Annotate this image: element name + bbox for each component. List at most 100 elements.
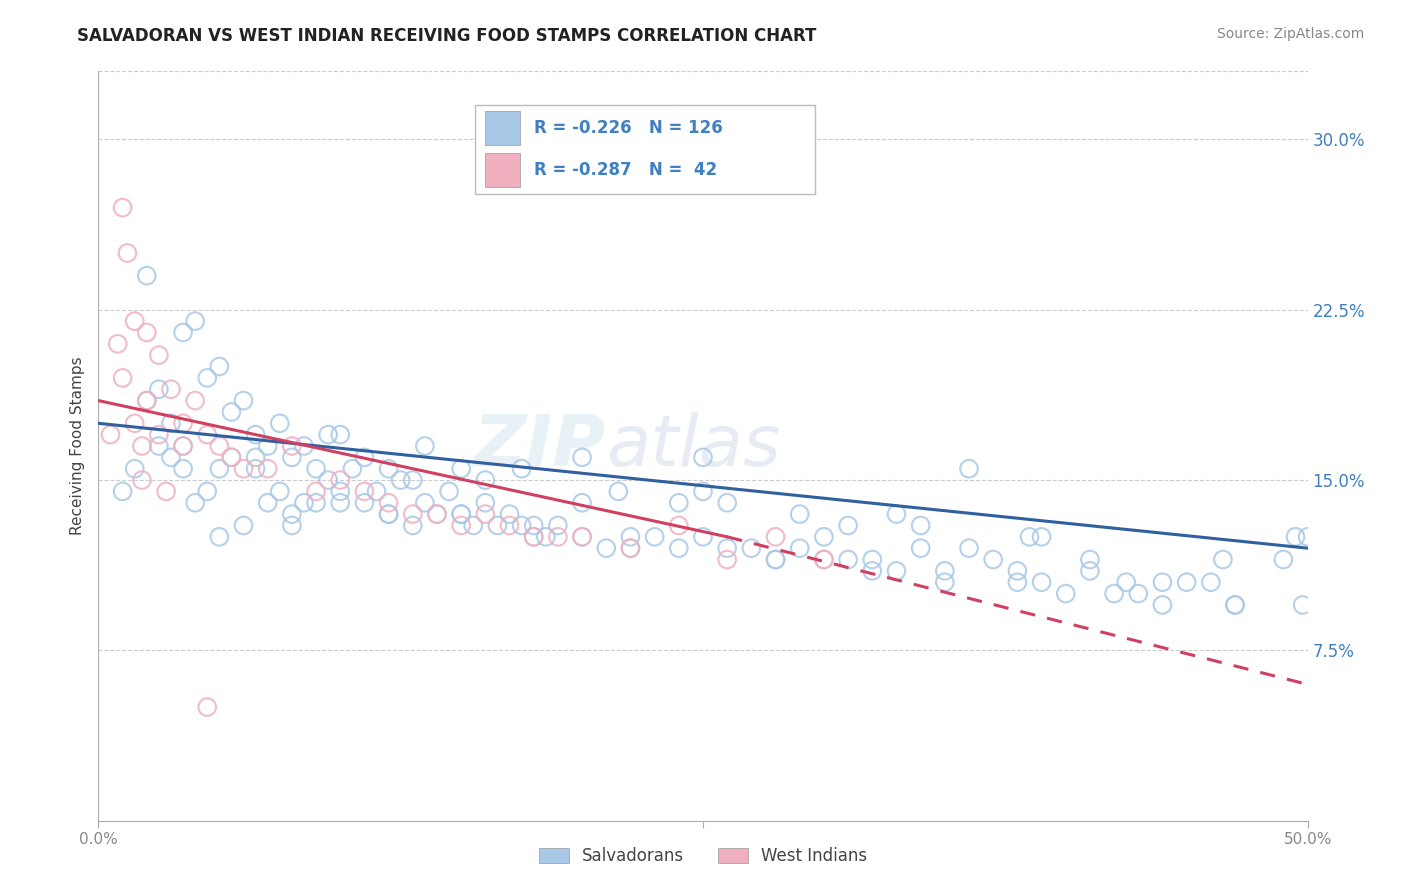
Point [377, 507, 399, 521]
Text: R = -0.287   N =  42: R = -0.287 N = 42 [534, 161, 717, 179]
Point [124, 314, 146, 328]
Point [160, 417, 183, 431]
Point [377, 496, 399, 510]
Point [148, 439, 170, 453]
Point [474, 507, 496, 521]
Point [402, 473, 425, 487]
Point [716, 552, 738, 566]
Legend: Salvadorans, West Indians: Salvadorans, West Indians [538, 847, 868, 864]
Point [184, 496, 207, 510]
Text: R = -0.226   N = 126: R = -0.226 N = 126 [534, 119, 723, 136]
Point [413, 439, 436, 453]
Point [111, 484, 134, 499]
Point [353, 450, 375, 465]
Point [1031, 530, 1053, 544]
Point [837, 518, 859, 533]
Point [184, 314, 207, 328]
Point [1018, 530, 1040, 544]
Point [957, 541, 980, 556]
Point [329, 473, 352, 487]
Point [281, 507, 304, 521]
Point [389, 473, 412, 487]
Point [934, 575, 956, 590]
Point [1078, 564, 1101, 578]
Point [292, 496, 315, 510]
Point [135, 393, 157, 408]
Y-axis label: Receiving Food Stamps: Receiving Food Stamps [69, 357, 84, 535]
Point [208, 439, 231, 453]
Point [135, 393, 157, 408]
Point [172, 439, 194, 453]
Point [281, 450, 304, 465]
Point [450, 461, 472, 475]
Point [111, 201, 134, 215]
Point [269, 417, 291, 431]
Point [619, 541, 641, 556]
Point [353, 484, 375, 499]
Point [316, 427, 339, 442]
Point [510, 461, 533, 475]
Point [571, 496, 593, 510]
Point [172, 417, 194, 431]
Point [486, 518, 509, 533]
Point [534, 530, 557, 544]
Point [155, 484, 177, 499]
Point [148, 382, 170, 396]
Point [692, 450, 714, 465]
Point [117, 246, 139, 260]
Point [523, 530, 546, 544]
Point [232, 393, 254, 408]
Point [910, 518, 932, 533]
Point [668, 496, 690, 510]
Point [316, 473, 339, 487]
Point [740, 541, 762, 556]
Point [245, 450, 267, 465]
Point [789, 507, 811, 521]
Point [1284, 530, 1306, 544]
Point [437, 484, 460, 499]
Point [245, 461, 267, 475]
Point [765, 530, 787, 544]
Point [668, 518, 690, 533]
Point [498, 507, 520, 521]
Point [789, 541, 811, 556]
Point [172, 439, 194, 453]
Point [1296, 530, 1319, 544]
Point [981, 552, 1004, 566]
Point [184, 393, 207, 408]
Point [195, 371, 218, 385]
Point [100, 427, 122, 442]
Point [135, 268, 157, 283]
Point [107, 336, 129, 351]
Point [131, 473, 153, 487]
Point [329, 496, 352, 510]
Point [860, 564, 883, 578]
Point [595, 541, 617, 556]
Point [474, 496, 496, 510]
Point [148, 427, 170, 442]
Point [607, 484, 630, 499]
Point [329, 427, 352, 442]
Point [619, 530, 641, 544]
Point [195, 427, 218, 442]
Point [1223, 598, 1246, 612]
Point [813, 552, 835, 566]
Point [934, 564, 956, 578]
Point [1054, 586, 1077, 600]
Point [256, 461, 278, 475]
Point [160, 450, 183, 465]
Point [245, 427, 267, 442]
Point [426, 507, 449, 521]
Point [1223, 598, 1246, 612]
FancyBboxPatch shape [485, 153, 520, 187]
Point [644, 530, 666, 544]
Point [474, 473, 496, 487]
Point [1007, 564, 1029, 578]
Point [232, 461, 254, 475]
Point [523, 530, 546, 544]
Point [765, 552, 787, 566]
Point [402, 518, 425, 533]
Point [837, 552, 859, 566]
Point [692, 530, 714, 544]
Point [305, 461, 328, 475]
